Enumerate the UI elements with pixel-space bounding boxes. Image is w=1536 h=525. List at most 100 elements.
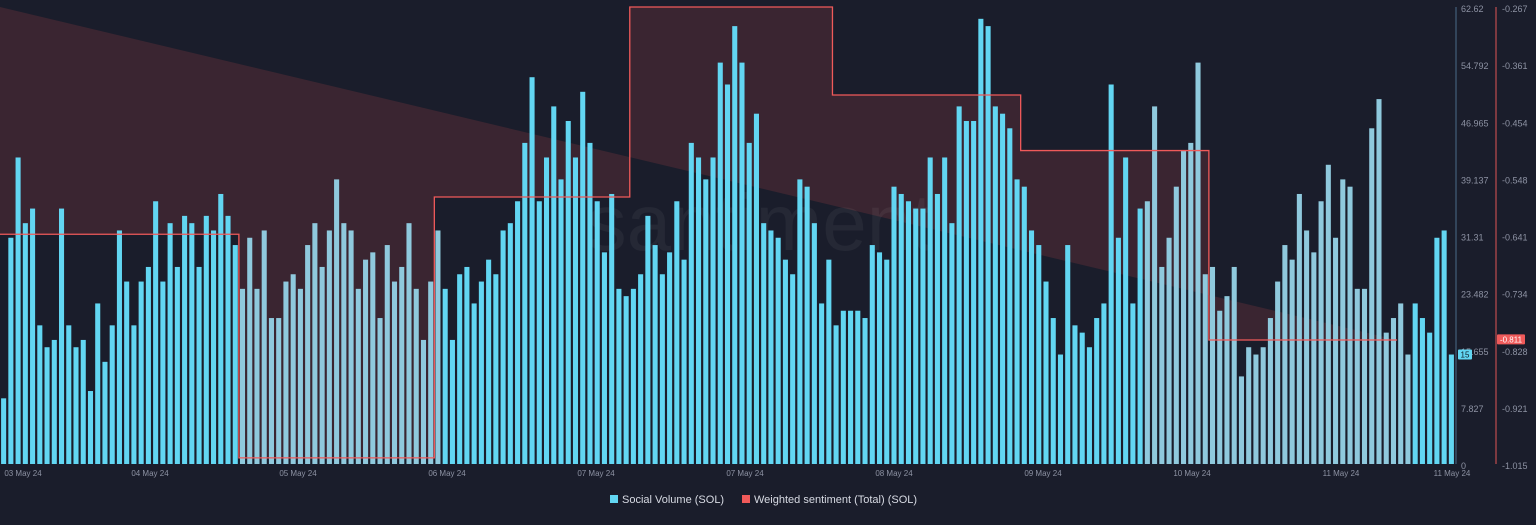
social-volume-bar: [1333, 237, 1339, 464]
social-volume-bar: [790, 274, 796, 464]
volume-axis-tick-label: 7.827: [1461, 404, 1484, 414]
x-axis-tick-label: 08 May 24: [875, 469, 913, 478]
social-volume-bar: [1, 398, 7, 464]
social-volume-bar: [247, 237, 253, 464]
social-volume-bar: [87, 391, 94, 464]
social-volume-bar: [203, 215, 209, 464]
social-volume-bar: [1000, 113, 1006, 464]
social-volume-bar: [391, 281, 398, 464]
social-volume-bar: [1029, 230, 1035, 464]
social-volume-bar: [131, 325, 137, 464]
social-volume-bar: [724, 84, 731, 464]
social-volume-bar: [30, 208, 36, 464]
social-volume-bar: [934, 193, 940, 464]
social-volume-bar: [1224, 296, 1230, 464]
social-volume-bar: [638, 274, 644, 464]
social-volume-bar: [51, 339, 57, 464]
social-volume-bar: [942, 157, 948, 465]
social-volume-bar: [746, 142, 752, 464]
social-volume-bar: [66, 325, 72, 464]
social-volume-bar: [1115, 237, 1121, 464]
social-volume-bar: [1108, 84, 1114, 464]
social-volume-bar: [377, 318, 383, 464]
social-volume-bar: [732, 26, 738, 465]
social-volume-bar: [558, 179, 564, 464]
social-volume-bar: [239, 288, 246, 464]
social-volume-bar: [15, 157, 21, 465]
social-volume-bar: [1419, 318, 1425, 464]
social-volume-bar: [254, 288, 260, 464]
social-volume-bar: [1448, 354, 1454, 464]
social-volume-bar: [949, 223, 955, 464]
social-volume-bar: [869, 245, 875, 464]
social-volume-bar: [753, 113, 759, 464]
sentiment-axis-tick-label: -0.361: [1502, 61, 1528, 71]
social-volume-bar: [420, 339, 427, 464]
social-volume-bar: [601, 252, 607, 464]
social-volume-bar: [493, 274, 499, 464]
current-sentiment-badge-label: -0.811: [1500, 335, 1523, 344]
social-volume-bar: [782, 259, 788, 464]
social-volume-bar: [1318, 201, 1324, 464]
social-volume-bar: [500, 230, 506, 464]
sentiment-line: [0, 6, 1398, 459]
legend-swatch-sentiment: [742, 495, 750, 503]
social-volume-bar: [862, 318, 868, 464]
social-volume-bar: [826, 259, 832, 464]
social-volume-bar: [399, 266, 405, 464]
sentiment-axis-tick-label: -0.921: [1502, 404, 1528, 414]
axes: 62.62 -0.267 54.792 -0.361 46.965 -0.454 39.13…: [1455, 4, 1528, 471]
x-axis-tick-label: 11 May 24: [1323, 469, 1360, 478]
social-volume-bar: [703, 179, 709, 464]
social-volume-bar: [153, 201, 159, 464]
social-volume-bar: [1311, 252, 1317, 464]
social-volume-bar: [963, 120, 969, 465]
social-volume-bar: [855, 310, 861, 464]
legend: Social Volume (SOL) Weighted sentiment (T…: [610, 494, 917, 506]
social-volume-bar: [522, 142, 528, 464]
social-volume-bar: [739, 62, 745, 465]
social-volume-bar: [1231, 266, 1237, 464]
social-volume-bar: [1434, 237, 1440, 464]
social-volume-bar: [1275, 281, 1281, 464]
volume-axis-tick-label: 54.792: [1461, 61, 1489, 71]
sentiment-axis-tick-label: -0.548: [1502, 175, 1528, 185]
social-volume-bar: [1065, 245, 1071, 464]
social-volume-bar: [1166, 237, 1172, 464]
x-axis-tick-label: 06 May 24: [428, 469, 466, 478]
current-volume-badge: [1458, 349, 1472, 360]
social-volume-bar: [109, 325, 115, 464]
social-volume-bar: [565, 120, 571, 465]
social-volume-bar: [326, 230, 332, 464]
social-volume-bar: [898, 193, 904, 464]
social-volume-bar: [174, 266, 180, 464]
x-axis-tick-label: 11 May 24: [1434, 469, 1471, 478]
social-volume-bar: [363, 259, 369, 464]
social-volume-bar: [471, 303, 477, 464]
legend-label-social-volume: Social Volume (SOL): [622, 494, 724, 506]
current-sentiment-badge: [1497, 334, 1525, 345]
social-volume-bar: [37, 325, 43, 464]
social-volume-bar: [261, 230, 267, 464]
watermark: santiment: [587, 178, 934, 267]
x-axis-tick-label: 07 May 24: [726, 469, 764, 478]
social-volume-bar: [667, 252, 673, 464]
sentiment-line-group: [0, 6, 1398, 459]
social-volume-bar: [348, 230, 354, 464]
social-volume-bar: [232, 245, 238, 464]
social-volume-bar: [44, 347, 50, 464]
social-volume-bar: [572, 157, 579, 465]
social-volume-bar: [1144, 201, 1150, 464]
social-volume-bar: [189, 223, 195, 464]
social-volume-bar: [1021, 186, 1027, 464]
social-volume-bar: [985, 26, 991, 465]
social-volume-bar: [102, 361, 108, 464]
social-volume-bar: [1361, 288, 1368, 464]
social-volume-bar: [276, 318, 282, 464]
social-volume-bar: [515, 201, 521, 464]
social-volume-bar: [1130, 303, 1136, 464]
social-volume-bar: [297, 288, 303, 464]
social-volume-bar: [1260, 347, 1266, 464]
